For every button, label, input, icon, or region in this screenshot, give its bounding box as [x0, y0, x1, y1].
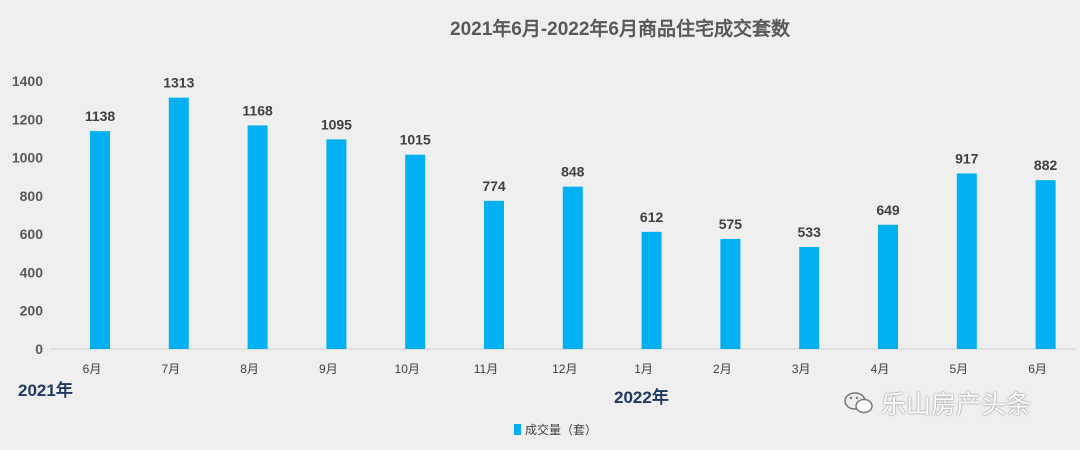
- bar: [1035, 180, 1056, 349]
- bar: [168, 97, 189, 349]
- bar: [90, 131, 110, 349]
- bar: [562, 186, 583, 349]
- data-label: 612: [640, 209, 664, 225]
- x-tick-label: 4月: [871, 362, 890, 376]
- chart-title: 2021年6月-2022年6月商品住宅成交套数: [450, 19, 790, 40]
- legend-label: 成交量（套）: [525, 423, 598, 437]
- data-label: 1138: [85, 108, 116, 124]
- x-tick-label: 12月: [552, 362, 577, 376]
- x-tick-label: 9月: [319, 362, 338, 376]
- data-label: 1313: [163, 75, 194, 91]
- x-tick-label: 10月: [395, 362, 420, 376]
- y-tick-label: 400: [20, 264, 44, 280]
- bar: [247, 125, 268, 349]
- data-label: 575: [719, 216, 743, 232]
- x-tick-label: 6月: [1028, 362, 1047, 376]
- data-label: 649: [876, 202, 900, 218]
- legend: 成交量（套）: [514, 421, 597, 438]
- wechat-icon: [844, 392, 873, 414]
- bar: [720, 238, 741, 349]
- data-label: 533: [798, 224, 822, 240]
- year-label-2021: 2021年: [18, 381, 73, 400]
- bar: [799, 246, 820, 349]
- bar: [484, 200, 504, 349]
- y-tick-label: 1200: [12, 111, 43, 127]
- x-tick-label: 5月: [949, 362, 968, 376]
- y-tick-label: 1000: [12, 150, 43, 166]
- brand-watermark: 乐山房产头条: [843, 385, 1031, 421]
- x-tick-label: 7月: [161, 362, 180, 376]
- data-label: 1015: [400, 132, 431, 148]
- bar: [956, 173, 977, 349]
- x-tick-label: 8月: [240, 362, 259, 376]
- x-tick-label: 3月: [792, 362, 811, 376]
- y-tick-label: 0: [35, 341, 43, 357]
- y-tick-label: 800: [20, 188, 44, 204]
- data-label: 1168: [242, 102, 273, 118]
- bar: [641, 231, 662, 349]
- data-label: 774: [482, 178, 506, 194]
- year-label-2022: 2022年: [614, 388, 669, 407]
- x-tick-label: 2月: [713, 362, 732, 376]
- y-tick-label: 1400: [12, 73, 43, 89]
- data-label: 882: [1034, 157, 1058, 173]
- x-tick-label: 1月: [634, 362, 653, 376]
- data-label: 848: [561, 164, 585, 180]
- x-tick-label: 11月: [474, 362, 498, 376]
- legend-swatch: [514, 424, 521, 435]
- x-tick-label: 6月: [83, 362, 102, 376]
- bar: [405, 154, 426, 349]
- y-tick-label: 200: [20, 303, 44, 319]
- bar: [878, 224, 898, 349]
- bar: [326, 139, 347, 349]
- data-label: 1095: [321, 116, 352, 132]
- brand-text: 乐山房产头条: [881, 391, 1032, 419]
- y-tick-label: 600: [20, 226, 44, 242]
- data-label: 917: [955, 150, 979, 166]
